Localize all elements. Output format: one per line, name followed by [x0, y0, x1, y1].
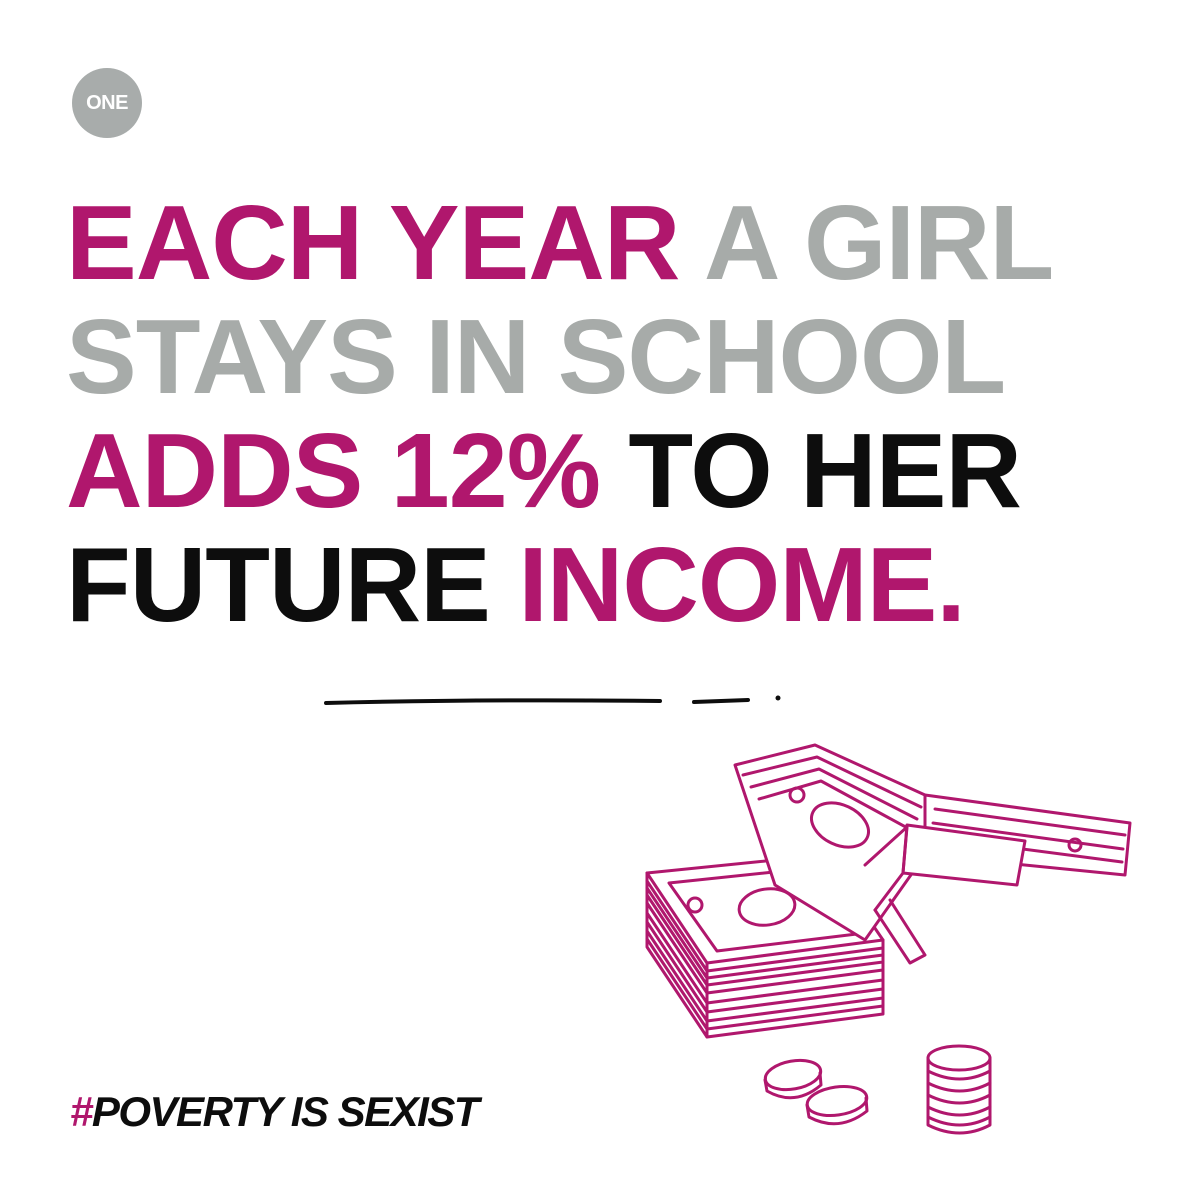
- headline-line-1: EACH YEAR A GIRL: [66, 186, 1146, 300]
- headline-line-2: STAYS IN SCHOOL: [66, 300, 1146, 414]
- hashtag-symbol: #: [70, 1088, 93, 1135]
- headline-highlight-adds-12: ADDS 12%: [66, 412, 601, 530]
- headline-highlight-income: INCOME.: [518, 526, 965, 644]
- headline-text-stays-in-school: STAYS IN SCHOOL: [66, 298, 1006, 416]
- loose-coins: [763, 1056, 869, 1123]
- hashtag-campaign: #POVERTY IS SEXIST: [70, 1088, 480, 1136]
- headline: EACH YEAR A GIRL STAYS IN SCHOOL ADDS 12…: [66, 186, 1146, 642]
- headline-line-3: ADDS 12% TO HER: [66, 414, 1146, 528]
- money-stack-coins-icon: [625, 735, 1150, 1135]
- decorative-divider: [324, 695, 781, 705]
- headline-line-4: FUTURE INCOME.: [66, 528, 1146, 642]
- coin-stack: [928, 1046, 990, 1133]
- headline-highlight-each-year: EACH YEAR: [66, 184, 680, 302]
- one-logo-icon: ONE: [72, 68, 142, 138]
- hashtag-text: POVERTY IS SEXIST: [91, 1088, 480, 1135]
- logo-text: ONE: [86, 91, 128, 114]
- banded-bill-bundle: [735, 745, 1130, 963]
- headline-text-a-girl: A GIRL: [703, 184, 1054, 302]
- headline-text-to-her: TO HER: [628, 412, 1022, 530]
- headline-text-future: FUTURE: [66, 526, 491, 644]
